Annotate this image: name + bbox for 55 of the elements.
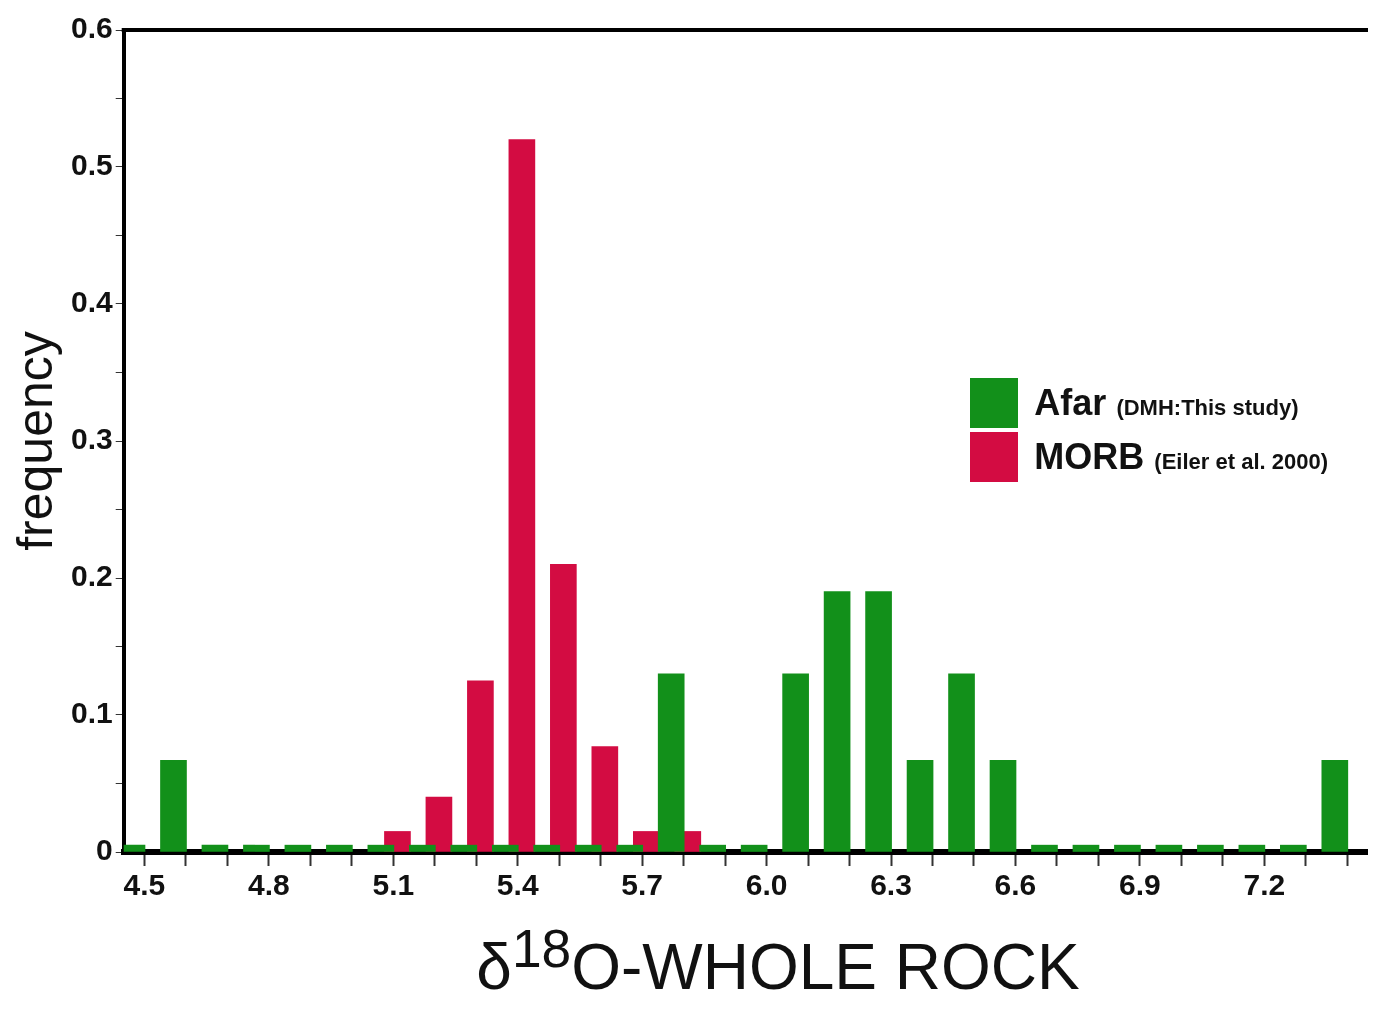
x-tick-label: 6.6 (994, 868, 1037, 902)
x-tick-label: 6.0 (745, 868, 788, 902)
bar (409, 844, 436, 852)
bar (1114, 844, 1141, 852)
x-tick-label: 7.2 (1243, 868, 1286, 902)
y-tick-label: 0.2 (70, 559, 113, 593)
y-tick-label: 0.6 (70, 11, 113, 45)
bar (823, 591, 851, 852)
y-axis-title: frequency (6, 331, 63, 551)
x-tick-label: 5.7 (621, 868, 664, 902)
x-axis-title: δ$^{18}$O-WHOLE ROCK (475, 918, 1081, 1005)
bar (284, 844, 312, 852)
bar (425, 796, 453, 852)
bar (450, 844, 478, 852)
bar (1197, 844, 1224, 852)
bar (948, 673, 975, 852)
y-tick-label: 0.5 (70, 148, 113, 182)
bar (865, 591, 892, 852)
bar (160, 759, 187, 852)
bar (906, 759, 934, 852)
x-tick-label: 4.5 (123, 868, 166, 902)
x-tick-label: 4.8 (248, 868, 290, 902)
bar (367, 844, 395, 852)
x-tick-label: 5.4 (496, 868, 539, 902)
x-tick-label: 5.1 (372, 868, 415, 902)
bar (657, 673, 685, 852)
y-tick-label: 0.3 (70, 422, 113, 456)
bar (1321, 759, 1349, 852)
bar (326, 844, 353, 852)
x-tick-label: 6.3 (870, 868, 912, 902)
bar (782, 673, 809, 852)
legend-label: MORB (Eiler et al. 2000) (1034, 436, 1328, 477)
bar (1155, 844, 1183, 852)
bar (533, 844, 561, 852)
bar (740, 844, 768, 852)
y-tick-label: 0 (96, 833, 113, 867)
legend-label: Afar (DMH:This study) (1034, 382, 1299, 423)
bar (491, 844, 519, 852)
bar (591, 746, 619, 852)
bar (1031, 844, 1058, 852)
bar (1072, 844, 1100, 852)
bar (467, 680, 494, 852)
bar (989, 759, 1017, 852)
bar (550, 563, 577, 852)
bar (1280, 844, 1307, 852)
bar (1238, 844, 1266, 852)
y-tick-label: 0.1 (70, 696, 113, 730)
bar (699, 844, 726, 852)
bar (508, 139, 536, 852)
bar (616, 844, 644, 852)
x-tick-label: 6.9 (1119, 868, 1161, 902)
y-tick-label: 0.4 (70, 285, 113, 319)
bar (201, 844, 229, 852)
bar (243, 844, 270, 852)
bar (574, 844, 602, 852)
